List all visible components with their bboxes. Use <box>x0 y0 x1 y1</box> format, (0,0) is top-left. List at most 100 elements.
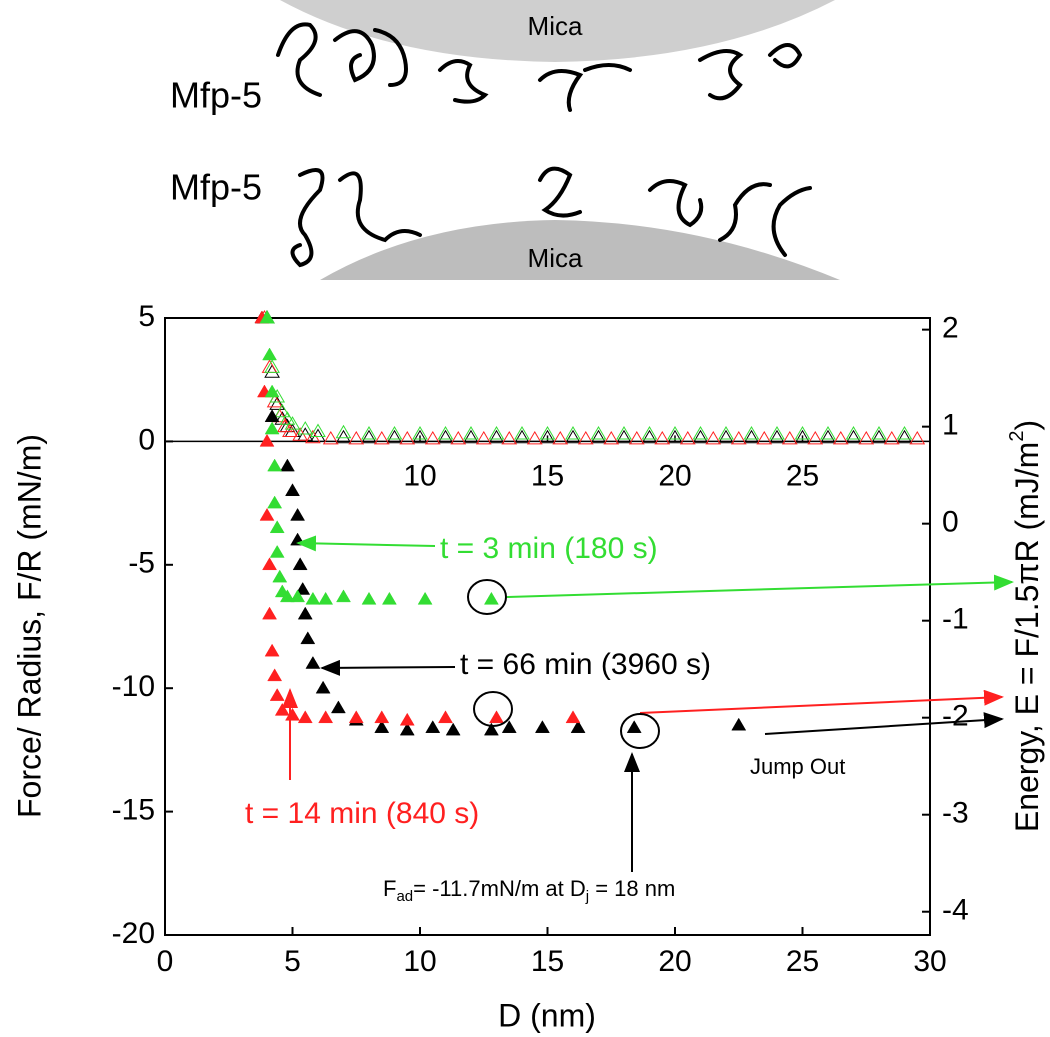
x-tick-label: 15 <box>531 945 564 978</box>
data-point <box>794 429 811 444</box>
data-point <box>667 429 683 444</box>
data-point <box>858 430 875 445</box>
data-point <box>295 581 311 595</box>
data-point <box>501 720 517 733</box>
data-point <box>262 606 277 620</box>
data-point <box>488 429 505 444</box>
x-axis-title: D (nm) <box>498 997 596 1033</box>
data-point <box>832 430 849 445</box>
data-point <box>488 426 505 440</box>
data-point <box>361 429 377 444</box>
data-point <box>616 429 632 444</box>
data-point <box>692 426 709 440</box>
polymer-chains <box>276 22 812 268</box>
series <box>256 310 926 445</box>
data-point <box>489 710 504 724</box>
data-point <box>896 429 913 444</box>
data-point <box>743 429 760 444</box>
data-point <box>445 722 461 736</box>
y2-axis-title-end: ) <box>1009 420 1045 431</box>
data-point <box>297 421 314 435</box>
data-point <box>274 403 291 418</box>
data-point <box>756 430 773 445</box>
data-point <box>274 702 290 716</box>
data-point <box>292 557 308 571</box>
data-point <box>361 591 377 605</box>
data-point <box>361 426 377 440</box>
x-tick-label: 5 <box>284 945 301 978</box>
inner-x-tick-label: 20 <box>658 459 691 492</box>
data-point <box>267 668 283 682</box>
series <box>259 310 913 440</box>
data-point <box>425 720 441 733</box>
data-point <box>909 430 926 445</box>
data-point <box>267 495 283 509</box>
adhesion-note: Fad= -11.7mN/m at Dj = 18 nm <box>383 876 675 905</box>
data-point <box>845 426 862 440</box>
arrow <box>639 689 1004 714</box>
data-point <box>285 483 300 497</box>
data-point <box>534 720 550 733</box>
note-part: = 18 nm <box>589 876 675 901</box>
data-point <box>438 710 453 724</box>
data-point <box>807 430 824 445</box>
data-point <box>330 700 346 714</box>
note-part: = -11.7mN/m at D <box>413 876 586 901</box>
y2-tick-label: 1 <box>942 409 959 442</box>
data-point <box>718 429 734 444</box>
data-point <box>348 430 365 445</box>
data-point <box>399 430 416 445</box>
y-axis-title: Force/ Radius, F/R (mN/m) <box>11 434 47 818</box>
y2-tick-label: 2 <box>942 312 959 345</box>
y2-tick-label: -4 <box>942 894 969 927</box>
mica-label: Mica <box>528 243 583 273</box>
data-point <box>641 429 658 444</box>
arrow <box>296 535 436 552</box>
data-point <box>577 430 594 445</box>
arrow <box>320 659 456 676</box>
data-point <box>483 591 499 605</box>
series <box>259 310 499 605</box>
data-point <box>290 507 306 521</box>
annotation: Jump Out <box>750 754 845 779</box>
data-point <box>262 557 277 571</box>
protein-label: Mfp-5 <box>170 75 262 116</box>
data-point <box>590 426 607 440</box>
data-point <box>743 426 760 440</box>
data-point <box>552 430 569 445</box>
data-point <box>603 430 620 445</box>
y2-axis-title-main: Energy, E = F/1.5πR (mJ/m <box>1009 442 1045 832</box>
data-point <box>692 429 709 444</box>
data-point <box>616 426 632 440</box>
annotation: t = 14 min (840 s) <box>245 797 479 830</box>
mica-top <box>280 0 835 62</box>
annotation-arrows <box>282 535 1014 872</box>
data-point <box>335 429 352 444</box>
data-point <box>374 710 390 724</box>
data-point <box>315 680 331 694</box>
inner-x-tick-label: 25 <box>786 459 819 492</box>
data-point <box>769 426 785 440</box>
data-point <box>641 426 658 440</box>
data-point <box>483 722 499 736</box>
data-point <box>310 428 326 442</box>
data-point <box>264 409 280 422</box>
data-point <box>305 591 321 605</box>
highlight-circle <box>467 579 507 615</box>
data-point <box>279 589 295 603</box>
data-point <box>336 589 351 603</box>
data-point <box>264 359 280 373</box>
data-point <box>279 411 296 425</box>
y2-tick-label: -1 <box>942 603 969 636</box>
y-tick-label: -20 <box>112 917 155 950</box>
inner-x-tick-label: 10 <box>403 459 436 492</box>
data-point <box>300 631 316 645</box>
data-point <box>526 430 543 445</box>
data-point <box>794 426 811 440</box>
data-point <box>417 591 433 605</box>
data-point <box>731 717 747 731</box>
mica-bottom <box>320 220 840 280</box>
data-point <box>259 433 275 447</box>
data-point <box>318 710 334 724</box>
data-point <box>667 426 683 440</box>
